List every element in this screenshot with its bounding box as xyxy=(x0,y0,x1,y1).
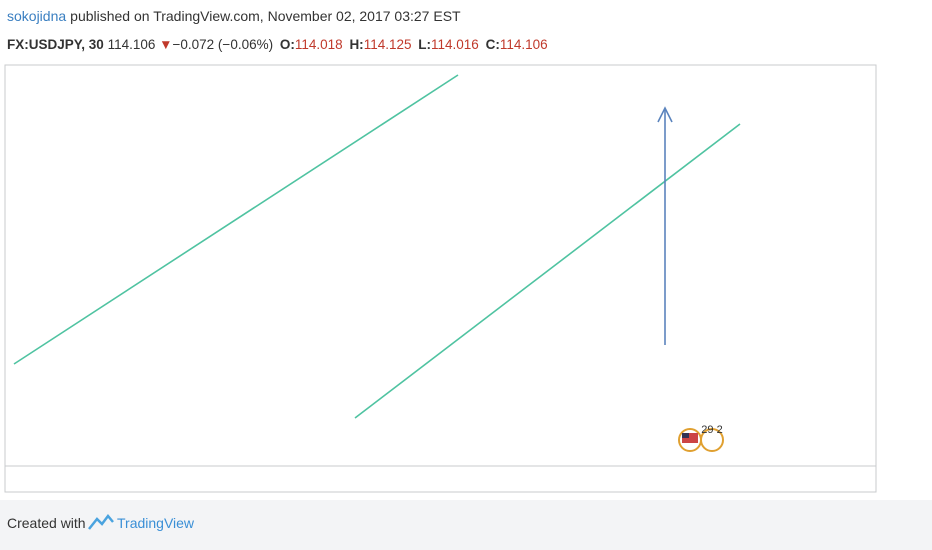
last-price: 114.106 xyxy=(107,37,156,52)
trend-line xyxy=(354,123,741,419)
chart: 29 2 xyxy=(4,64,877,493)
published: published on TradingView.com, November 0… xyxy=(70,8,461,24)
trend-line xyxy=(13,74,459,365)
footer-brand[interactable]: TradingView xyxy=(117,515,195,531)
legend-line: FX:USDJPY, 30 114.106 ▼−0.072 (−0.06%) O… xyxy=(7,37,548,52)
publish-line: sokojidna published on TradingView.com, N… xyxy=(7,8,461,24)
chart-frame xyxy=(4,64,877,493)
brand-logo xyxy=(88,513,114,530)
change: −0.072 (−0.06%) xyxy=(172,37,274,52)
footer-text: Created with xyxy=(7,515,86,531)
flag-icon xyxy=(682,433,698,443)
ohlc-label: L: xyxy=(418,37,432,52)
footer: Created with TradingView xyxy=(0,500,932,550)
change-arrow: ▼ xyxy=(159,37,173,52)
event-flag xyxy=(700,428,724,452)
ohlc-label: H: xyxy=(349,37,364,52)
ohlc-value: 114.018 xyxy=(294,37,343,52)
ohlc-value: 114.016 xyxy=(431,37,479,52)
arrow-head xyxy=(657,106,673,123)
symbol: FX:USDJPY, 30 xyxy=(7,37,104,52)
ohlc-label: O: xyxy=(279,37,295,52)
author[interactable]: sokojidna xyxy=(7,8,67,24)
event-label: 29 2 xyxy=(701,424,722,436)
ohlc-value: 114.106 xyxy=(499,37,548,52)
flag-icon xyxy=(682,433,689,438)
ohlc-value: 114.125 xyxy=(363,37,412,52)
ohlc-label: C: xyxy=(485,37,500,52)
drawings: 29 2 xyxy=(13,74,741,452)
